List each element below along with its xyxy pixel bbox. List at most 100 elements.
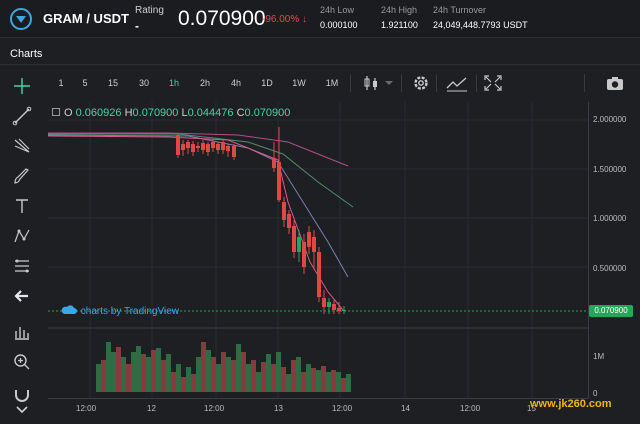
interval-5m[interactable]: 5 bbox=[82, 78, 88, 88]
volume-bar bbox=[191, 374, 196, 392]
magnet-icon[interactable] bbox=[10, 384, 34, 406]
camera-icon[interactable] bbox=[604, 73, 626, 93]
price-chart[interactable] bbox=[47, 102, 588, 398]
rating-label: Rating bbox=[135, 5, 164, 16]
volume-bar bbox=[136, 346, 141, 392]
candle-type-icon[interactable] bbox=[360, 73, 382, 93]
divider bbox=[0, 64, 640, 65]
stat-value: 1.921100 bbox=[381, 20, 418, 30]
stat-24h-turnover: 24h Turnover 24,049,448.7793 USDT bbox=[433, 5, 528, 30]
volume-bar bbox=[156, 348, 161, 392]
chart-pane[interactable] bbox=[47, 102, 588, 398]
fib-icon[interactable] bbox=[10, 256, 34, 278]
stat-value: 24,049,448.7793 USDT bbox=[433, 20, 528, 30]
interval-30m[interactable]: 30 bbox=[138, 78, 149, 88]
back-arrow-icon[interactable] bbox=[10, 286, 34, 308]
interval-1h[interactable]: 1h bbox=[168, 78, 179, 88]
candle-body bbox=[191, 144, 195, 152]
candle-body bbox=[221, 142, 225, 150]
zoom-icon[interactable] bbox=[10, 352, 34, 374]
volume-bar bbox=[346, 374, 351, 392]
toolbar-separator bbox=[350, 74, 351, 92]
pair-title[interactable]: GRAM / USDT bbox=[43, 11, 129, 26]
candle-body bbox=[277, 162, 281, 200]
volume-bar bbox=[316, 370, 321, 392]
pattern-icon[interactable] bbox=[10, 226, 34, 248]
interval-15m[interactable]: 15 bbox=[107, 78, 118, 88]
charts-title: Charts bbox=[10, 48, 43, 60]
ton-logo-icon bbox=[10, 8, 32, 30]
ohlc-c-label: C bbox=[236, 107, 245, 119]
volume-bar bbox=[321, 366, 326, 392]
ohlc-close: 0.070900 bbox=[244, 107, 291, 119]
price-change: -96.00% ↓ bbox=[262, 14, 308, 25]
volume-bar bbox=[251, 360, 256, 392]
interval-1m[interactable]: 1 bbox=[58, 78, 64, 88]
indicators-icon[interactable] bbox=[444, 73, 470, 93]
trendline-icon[interactable] bbox=[10, 106, 34, 128]
time-tick: 12:00 bbox=[76, 404, 97, 413]
interval-2h[interactable]: 2h bbox=[199, 78, 210, 88]
price-tick: 0.500000 bbox=[593, 264, 627, 273]
volume-bar bbox=[151, 350, 156, 392]
interval-4h[interactable]: 4h bbox=[230, 78, 241, 88]
volume-bar bbox=[106, 342, 111, 392]
volume-bar bbox=[221, 352, 226, 392]
interval-toolbar: 1 5 15 30 1h 2h 4h 1D 1W 1M bbox=[44, 70, 640, 96]
stat-label: 24h Low bbox=[320, 5, 355, 15]
volume-bar bbox=[326, 372, 331, 392]
candle-body bbox=[232, 146, 236, 157]
volume-bar bbox=[96, 364, 101, 392]
interval-1mo[interactable]: 1M bbox=[325, 78, 339, 88]
volume-bar bbox=[186, 367, 191, 392]
tradingview-label: charts by TradingView bbox=[80, 306, 179, 317]
interval-1w[interactable]: 1W bbox=[292, 78, 306, 88]
volume-bar bbox=[231, 360, 236, 392]
candle-body bbox=[206, 144, 210, 152]
candle-body bbox=[272, 158, 276, 168]
collapse-box-icon[interactable] bbox=[52, 108, 60, 116]
volume-bar bbox=[116, 347, 121, 392]
measure-icon[interactable] bbox=[10, 322, 34, 344]
volume-bar bbox=[166, 354, 171, 392]
volume-bar bbox=[121, 357, 126, 392]
chevron-down-icon[interactable] bbox=[382, 73, 396, 93]
ticker-bar: GRAM / USDT Rating - 0.070900 -96.00% ↓ … bbox=[0, 0, 640, 38]
candle-body bbox=[176, 135, 180, 155]
text-icon[interactable] bbox=[10, 196, 34, 218]
candle-body bbox=[312, 237, 316, 252]
tradingview-badge[interactable]: charts by TradingView bbox=[60, 305, 179, 317]
candle-body bbox=[322, 298, 326, 307]
brush-icon[interactable] bbox=[10, 166, 34, 188]
volume-bar bbox=[101, 360, 106, 392]
volume-bar bbox=[306, 364, 311, 392]
candle-body bbox=[282, 202, 286, 220]
volume-bar bbox=[286, 374, 291, 392]
volume-bar bbox=[181, 377, 186, 392]
candle-body bbox=[287, 214, 291, 228]
crosshair-icon[interactable] bbox=[10, 76, 34, 98]
time-axis[interactable]: 12:00 12 12:00 13 12:00 14 12:00 15 bbox=[48, 398, 588, 424]
price-tick: 2.000000 bbox=[593, 115, 627, 124]
ohlc-l-label: L bbox=[181, 107, 188, 119]
fork-icon[interactable] bbox=[10, 136, 34, 158]
candle-body bbox=[327, 302, 331, 307]
stat-value: 0.000100 bbox=[320, 20, 358, 30]
time-tick: 15 bbox=[527, 404, 536, 413]
interval-1d[interactable]: 1D bbox=[261, 78, 273, 88]
volume-bar bbox=[161, 360, 166, 392]
candle-body bbox=[292, 226, 296, 252]
candle-body bbox=[186, 142, 190, 148]
fullscreen-icon[interactable] bbox=[482, 73, 504, 93]
volume-bar bbox=[226, 357, 231, 392]
settings-icon[interactable] bbox=[410, 73, 432, 93]
candle-body bbox=[307, 232, 311, 247]
candle-body bbox=[342, 310, 346, 311]
volume-bar bbox=[211, 357, 216, 392]
chevron-down-icon[interactable] bbox=[12, 399, 32, 419]
candle-body bbox=[332, 304, 336, 310]
time-tick: 13 bbox=[274, 404, 283, 413]
volume-bar bbox=[271, 364, 276, 392]
volume-bar bbox=[311, 368, 316, 392]
price-axis[interactable]: 2.000000 1.500000 1.000000 0.500000 1M 0 bbox=[588, 102, 640, 398]
